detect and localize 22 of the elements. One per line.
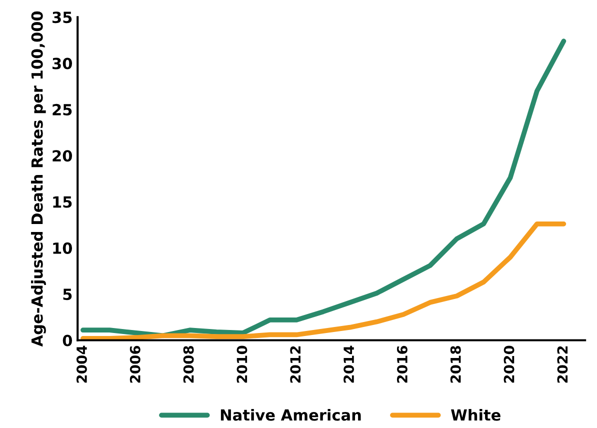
x-tick-label: 2004 (76, 346, 87, 383)
x-tick-label: 2022 (557, 346, 568, 383)
y-tick-label: 15 (53, 196, 72, 208)
y-tick-label: 5 (63, 288, 72, 300)
line-series (80, 222, 566, 340)
y-tick-label: 35 (52, 12, 72, 24)
x-tick-label: 2008 (183, 346, 194, 383)
x-tick-label: 2020 (504, 346, 514, 383)
y-tick-label: 10 (53, 242, 72, 254)
legend-label: Native American (220, 408, 361, 421)
x-tick-label: 2006 (130, 346, 140, 383)
x-tick-label: 2018 (450, 346, 461, 383)
y-tick-label: 20 (52, 150, 72, 162)
y-tick-label: 25 (52, 104, 72, 116)
y-tick-label: 30 (52, 58, 72, 70)
x-tick-label: 2012 (290, 346, 301, 383)
x-tick-label: 2010 (236, 346, 248, 383)
legend-label: White (451, 408, 500, 421)
x-tick-label: 2016 (396, 346, 408, 383)
y-axis-title: Age-Adjusted Death Rates per 100,000 (31, 11, 46, 347)
y-tick-label: 0 (62, 334, 72, 346)
x-tick-label: 2014 (344, 346, 354, 383)
